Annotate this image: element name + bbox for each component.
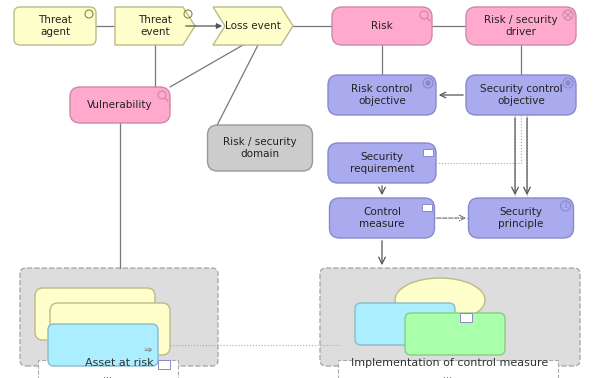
FancyBboxPatch shape — [20, 268, 218, 366]
Text: Implementation of control measure: Implementation of control measure — [352, 358, 548, 368]
Polygon shape — [115, 7, 195, 45]
Text: 1: 1 — [563, 203, 568, 209]
FancyBboxPatch shape — [332, 7, 432, 45]
Text: Asset at risk: Asset at risk — [85, 358, 154, 368]
Text: Risk control
objective: Risk control objective — [352, 84, 413, 106]
FancyBboxPatch shape — [421, 204, 431, 211]
Ellipse shape — [395, 278, 485, 322]
Text: Vulnerability: Vulnerability — [87, 100, 153, 110]
FancyBboxPatch shape — [48, 324, 158, 366]
FancyBboxPatch shape — [320, 268, 580, 366]
Text: Security
requirement: Security requirement — [350, 152, 414, 174]
Text: ⇒: ⇒ — [144, 345, 152, 355]
FancyBboxPatch shape — [466, 75, 576, 115]
FancyBboxPatch shape — [460, 313, 472, 322]
FancyBboxPatch shape — [14, 7, 96, 45]
Text: Risk: Risk — [371, 21, 393, 31]
FancyBboxPatch shape — [329, 198, 434, 238]
Text: Security control
objective: Security control objective — [479, 84, 562, 106]
Circle shape — [566, 81, 570, 85]
Text: Risk / security
domain: Risk / security domain — [223, 137, 297, 159]
FancyBboxPatch shape — [328, 143, 436, 183]
Text: ...: ... — [443, 370, 452, 378]
FancyBboxPatch shape — [38, 360, 178, 378]
FancyBboxPatch shape — [466, 7, 576, 45]
FancyBboxPatch shape — [208, 125, 313, 171]
Text: Loss event: Loss event — [225, 21, 281, 31]
Polygon shape — [213, 7, 293, 45]
FancyBboxPatch shape — [70, 87, 170, 123]
FancyBboxPatch shape — [35, 288, 155, 340]
FancyBboxPatch shape — [338, 360, 558, 378]
FancyBboxPatch shape — [469, 198, 574, 238]
Circle shape — [426, 81, 430, 85]
Text: ...: ... — [104, 370, 113, 378]
Text: Threat
agent: Threat agent — [38, 15, 72, 37]
FancyBboxPatch shape — [328, 75, 436, 115]
FancyBboxPatch shape — [355, 303, 455, 345]
Text: Threat
event: Threat event — [138, 15, 172, 37]
Text: Security
principle: Security principle — [499, 207, 544, 229]
FancyBboxPatch shape — [50, 303, 170, 355]
Text: Risk / security
driver: Risk / security driver — [484, 15, 558, 37]
FancyBboxPatch shape — [423, 149, 433, 156]
FancyBboxPatch shape — [158, 360, 170, 369]
FancyBboxPatch shape — [405, 313, 505, 355]
Text: Control
measure: Control measure — [359, 207, 405, 229]
